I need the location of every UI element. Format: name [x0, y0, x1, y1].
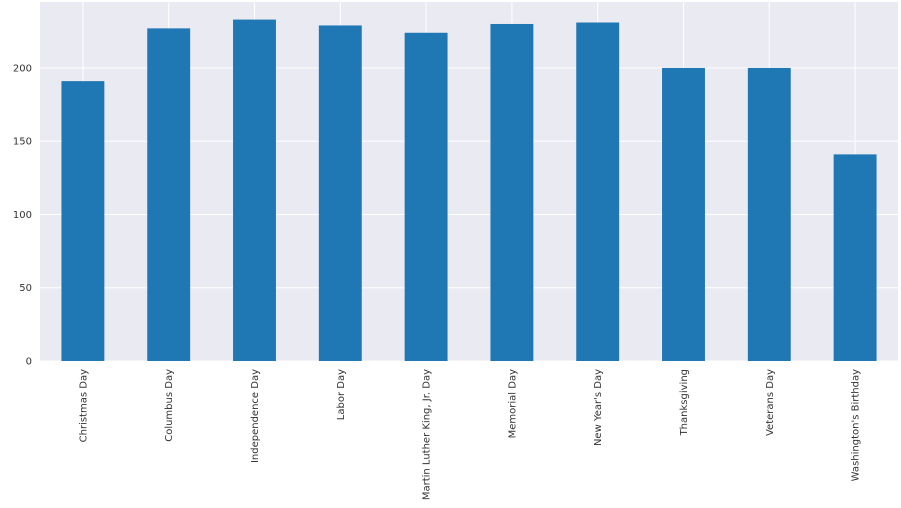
bar — [147, 28, 191, 361]
bar — [662, 67, 705, 361]
y-tick-label: 200 — [13, 63, 32, 74]
x-tick-label: Labor Day — [336, 369, 347, 420]
bar — [490, 23, 534, 362]
bar — [747, 67, 791, 361]
bar — [404, 32, 448, 362]
x-tick-label: Independence Day — [250, 369, 261, 463]
bar — [833, 154, 877, 361]
bar — [61, 81, 105, 362]
bar — [318, 25, 362, 362]
y-tick-label: 0 — [26, 357, 32, 368]
y-tick-label: 150 — [13, 137, 32, 148]
y-tick-label: 100 — [13, 210, 32, 221]
x-tick-label: Christmas Day — [78, 369, 89, 442]
x-tick-label: Martin Luther King, Jr. Day — [422, 369, 433, 500]
x-tick-label: Columbus Day — [164, 369, 175, 442]
y-tick-label: 50 — [19, 283, 32, 294]
bar — [233, 19, 276, 361]
x-tick-label: Veterans Day — [765, 369, 776, 436]
x-tick-label: Washington's Birthday — [851, 369, 862, 481]
x-tick-label: Thanksgiving — [679, 369, 690, 436]
x-tick-label: New Year's Day — [593, 369, 604, 446]
bar — [576, 22, 620, 362]
x-tick-label: Memorial Day — [507, 369, 518, 438]
